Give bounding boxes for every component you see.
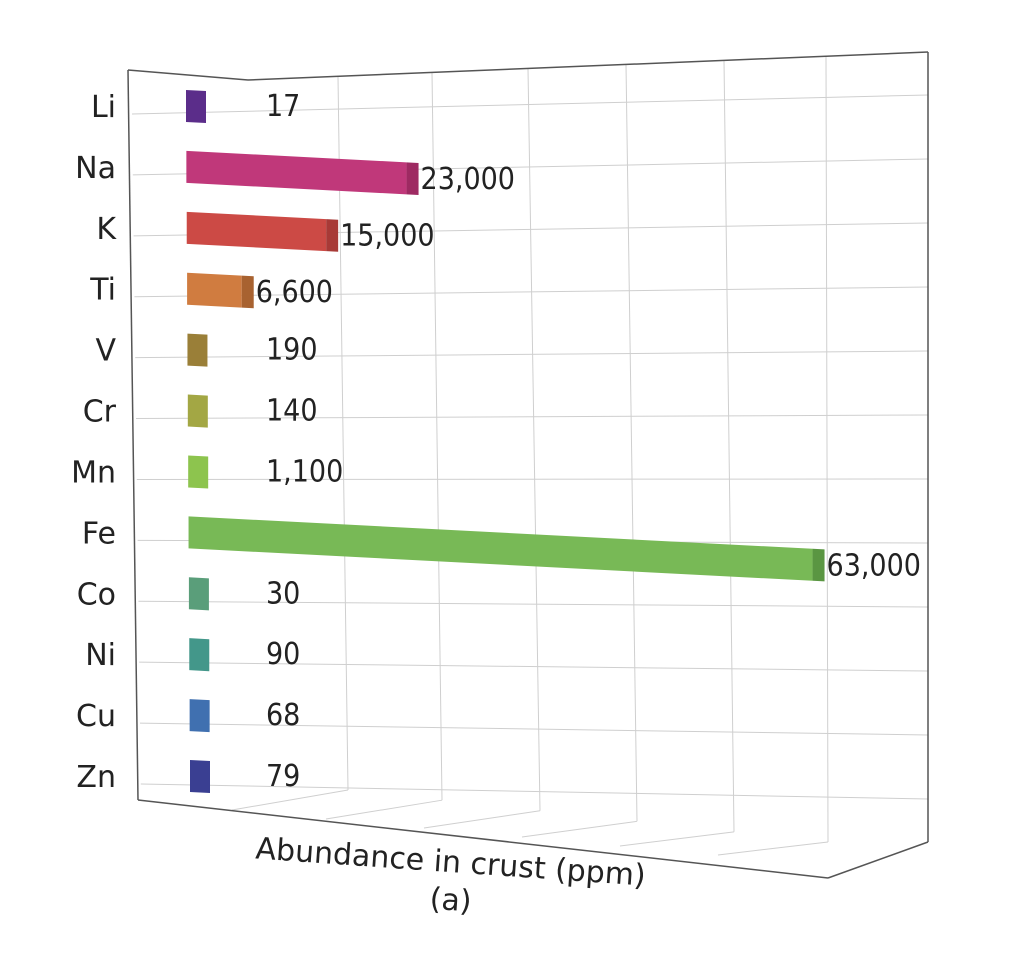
- gridline-vertical: [625, 64, 638, 822]
- value-label: 140: [266, 394, 318, 429]
- gridline-horizontal: [135, 414, 929, 420]
- bar-ni: [189, 638, 210, 672]
- gridline-floor: [325, 799, 443, 820]
- value-label: 79: [266, 759, 300, 794]
- value-label: 23,000: [421, 162, 515, 197]
- category-label: Li: [91, 90, 116, 125]
- bar-zn: [190, 760, 210, 794]
- gridline-floor: [231, 789, 349, 811]
- value-label: 30: [266, 576, 300, 611]
- bar-cap-ti: [241, 275, 254, 309]
- gridline-horizontal: [140, 783, 929, 800]
- gridline-horizontal: [139, 661, 929, 672]
- category-label: Co: [77, 577, 116, 612]
- gridline-floor: [619, 831, 735, 847]
- category-label: V: [95, 334, 116, 369]
- gridline-floor: [521, 820, 638, 838]
- bar-cap-na: [406, 162, 419, 195]
- value-label: 1,100: [266, 454, 343, 489]
- category-labels: Li Na K Ti V Cr Mn Fe Co Ni Cu Zn: [71, 90, 117, 795]
- gridline-horizontal: [131, 94, 929, 115]
- bar-cap-k: [326, 219, 339, 252]
- category-label: Mn: [71, 455, 116, 490]
- value-label: 6,600: [256, 275, 333, 310]
- frame-bottom-right: [827, 841, 929, 879]
- category-label: Na: [75, 151, 116, 186]
- gridline-vertical: [527, 68, 541, 811]
- value-label: 63,000: [827, 548, 921, 583]
- gridline-floor: [423, 810, 541, 829]
- category-label: Cu: [76, 699, 116, 734]
- bars: [186, 90, 825, 794]
- gridline-vertical: [337, 76, 349, 791]
- bar-ti: [187, 272, 242, 308]
- frame-top-left: [127, 69, 249, 81]
- gridline-vertical: [723, 60, 735, 832]
- gridline-vertical: [825, 56, 829, 843]
- bar-mn: [188, 455, 209, 489]
- bar-cr: [187, 394, 208, 428]
- value-label: 17: [266, 89, 300, 124]
- gridline-horizontal: [138, 600, 929, 608]
- bar-na: [186, 150, 407, 195]
- gridline-vertical: [431, 72, 443, 801]
- back-wall: [248, 52, 928, 842]
- bar-fe: [188, 516, 813, 581]
- frame-front-left: [127, 69, 139, 801]
- frame-top-back: [247, 51, 929, 81]
- chart-frame: [127, 51, 929, 879]
- category-label: Cr: [83, 395, 117, 430]
- value-label: 15,000: [340, 219, 434, 254]
- gridlines: [131, 56, 929, 856]
- bar-co: [188, 577, 209, 611]
- gridline-horizontal: [135, 350, 929, 359]
- value-label: 90: [266, 637, 300, 672]
- bar-cu: [189, 699, 210, 733]
- category-label: Ti: [89, 273, 116, 308]
- gridline-horizontal: [139, 722, 929, 736]
- category-label: Fe: [82, 516, 116, 551]
- panel-label: (a): [429, 882, 473, 920]
- category-label: Zn: [76, 760, 116, 795]
- bar-li: [186, 90, 206, 124]
- value-label: 190: [266, 333, 318, 368]
- value-label: 68: [266, 698, 300, 733]
- gridline-floor: [717, 841, 829, 856]
- gridline-horizontal: [134, 286, 929, 298]
- category-label: K: [96, 212, 117, 247]
- frame-bottom-front: [137, 799, 829, 879]
- bar-k: [186, 211, 327, 252]
- bar-cap-fe: [812, 548, 825, 582]
- bar-v: [187, 333, 208, 367]
- category-label: Ni: [85, 638, 116, 673]
